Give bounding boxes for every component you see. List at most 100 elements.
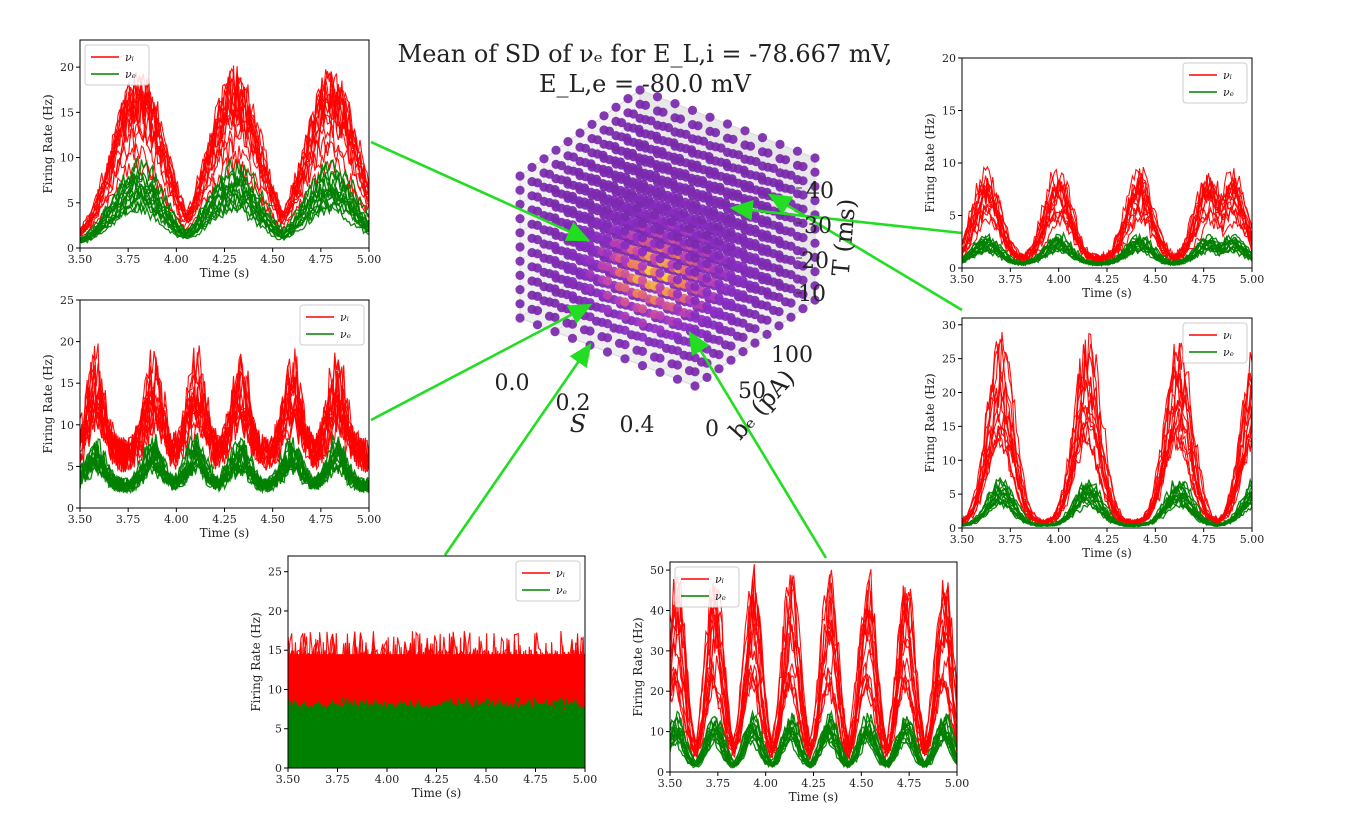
connector-arrow: [767, 193, 963, 312]
cube-sphere: [620, 269, 630, 279]
x-tick-label: 3.75: [325, 773, 350, 786]
series-0-trace: [962, 415, 1252, 526]
series-0-trace: [962, 332, 1252, 526]
y-tick-label: 25: [60, 294, 74, 307]
cube-sphere: [774, 278, 784, 288]
x-tick-label: 5.00: [1240, 533, 1265, 546]
cube-s-tick-2: 0.4: [620, 413, 655, 438]
cube-sphere: [515, 214, 525, 224]
cube-sphere: [714, 307, 724, 317]
cube-sphere: [637, 275, 648, 285]
cube-sphere: [602, 290, 613, 300]
cube-sphere: [620, 325, 630, 335]
cube-sphere: [515, 313, 525, 323]
y-tick-label: 50: [650, 564, 664, 577]
cube-sphere: [515, 285, 525, 295]
x-tick-label: 4.75: [1191, 533, 1216, 546]
cube-sphere: [620, 212, 630, 222]
y-tick-label: 0: [67, 502, 74, 515]
x-tick-label: 4.25: [1095, 533, 1120, 546]
cube-sphere: [658, 107, 668, 117]
y-axis-label: Firing Rate (Hz): [41, 94, 55, 193]
cube-sphere: [585, 212, 595, 222]
cube-sphere: [532, 220, 543, 230]
cube-b-axis-label: bₑ (pA): [724, 364, 801, 445]
cube-sphere: [798, 261, 808, 271]
cube-sphere: [652, 92, 663, 102]
cube-sphere: [690, 353, 700, 363]
series-0-trace: [670, 649, 957, 761]
cube-sphere: [762, 315, 772, 325]
x-tick-label: 4.50: [474, 773, 499, 786]
cube-sphere: [602, 333, 613, 343]
cube-sphere: [685, 184, 696, 194]
y-axis-label: Firing Rate (Hz): [41, 354, 55, 453]
cube-sphere: [751, 157, 761, 167]
cube-sphere: [602, 304, 613, 314]
cube-sphere: [726, 270, 736, 280]
cube-sphere: [798, 304, 808, 314]
cube-sphere: [774, 292, 784, 302]
cube-sphere: [774, 179, 784, 189]
cube-sphere: [690, 381, 700, 391]
cube-sphere: [702, 230, 712, 240]
cube-sphere: [532, 249, 543, 259]
cube-sphere: [810, 224, 820, 234]
cube-b-tick-0: 0: [705, 417, 719, 442]
cube-sphere: [620, 311, 630, 321]
x-tick-label: 3.75: [706, 777, 731, 790]
cube-sphere: [774, 236, 784, 246]
cube-sphere: [563, 137, 573, 147]
cube-sphere: [655, 325, 665, 335]
cube-sphere: [591, 174, 602, 184]
cube-sphere: [708, 206, 719, 216]
cube-sphere: [599, 111, 609, 121]
cube-sphere: [750, 324, 760, 334]
cube-sphere: [568, 152, 579, 162]
cube-sphere: [575, 128, 585, 138]
cube-sphere: [602, 233, 613, 243]
cube-sphere: [515, 228, 525, 238]
cube-sphere: [674, 153, 685, 163]
legend-label: νᵢ: [340, 311, 349, 324]
cube-sphere: [810, 167, 820, 177]
cube-sphere: [714, 293, 724, 303]
cube-t-tick-0: 10: [798, 282, 826, 307]
cube-sphere: [550, 256, 560, 266]
series-1-trace: [80, 442, 369, 493]
series-0-trace: [962, 338, 1252, 525]
cube-sphere: [585, 241, 595, 251]
cube-sphere: [703, 191, 713, 201]
cube-sphere: [669, 138, 679, 148]
y-tick-label: 5: [67, 197, 74, 210]
cube-sphere: [567, 262, 578, 272]
cube-sphere: [798, 218, 808, 228]
x-tick-label: 4.25: [212, 513, 237, 526]
cube-sphere: [739, 165, 749, 175]
cube-sphere: [637, 346, 648, 356]
cube-sphere: [738, 233, 748, 243]
connector-arrow: [443, 342, 592, 556]
cube-sphere: [690, 239, 700, 249]
cube-sphere: [587, 119, 597, 129]
cube-sphere: [690, 253, 700, 263]
cube-sphere: [638, 179, 649, 189]
legend: νᵢ νₑ: [1182, 322, 1248, 364]
cube-sphere: [562, 176, 572, 186]
y-tick-label: 5: [275, 723, 282, 736]
cube-sphere: [640, 100, 651, 110]
panel-top-left: 3.50 3.75 4.00 4.25 4.50 4.75 5.00 0 5 10 15 20 Time…: [41, 39, 381, 280]
cube-sphere: [603, 166, 614, 176]
x-tick-label: 3.50: [658, 777, 683, 790]
cube-sphere: [592, 135, 603, 145]
x-tick-label: 4.75: [1191, 273, 1216, 286]
y-tick-label: 20: [60, 61, 74, 74]
cube-sphere: [810, 196, 820, 206]
legend: νᵢ νₑ: [515, 560, 581, 602]
cube-sphere: [567, 291, 578, 301]
cube-sphere: [627, 148, 638, 158]
cube-sphere: [774, 221, 784, 231]
cube-sphere: [672, 275, 683, 285]
cube-sphere: [690, 267, 700, 277]
legend-label: νᵢ: [715, 573, 724, 586]
